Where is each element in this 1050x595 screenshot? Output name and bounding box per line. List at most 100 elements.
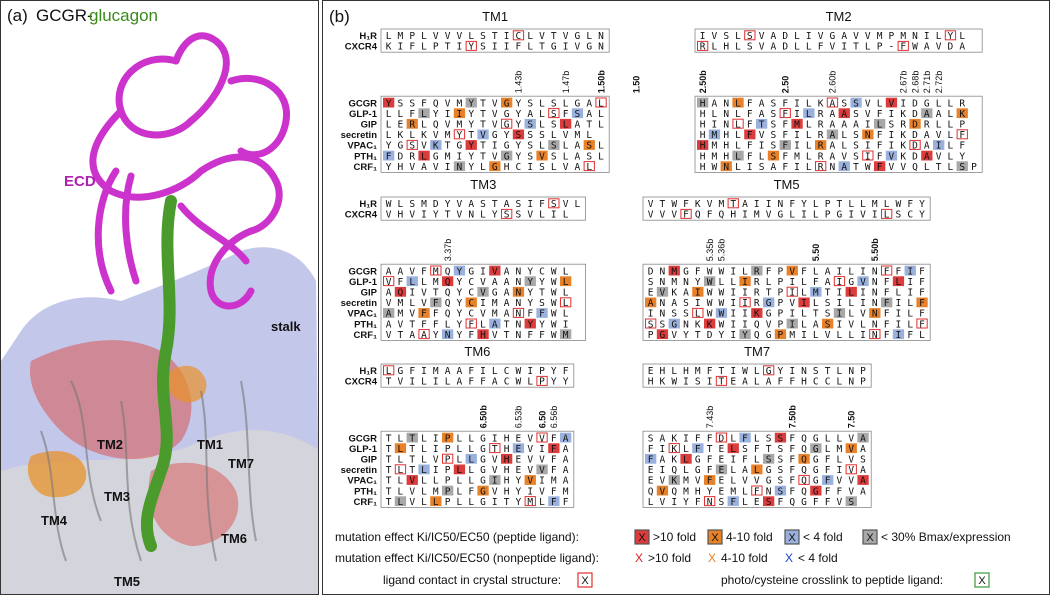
residue-highlight [810, 286, 822, 297]
residue: A [492, 377, 498, 388]
residue: T [409, 465, 415, 476]
residue: K [754, 309, 760, 320]
residue: F [516, 42, 522, 53]
residue: H [504, 486, 510, 497]
residue: M [492, 298, 498, 309]
residue: L [848, 309, 854, 320]
residue: A [586, 98, 592, 109]
residue: H [700, 120, 706, 131]
residue-highlight [786, 265, 798, 276]
contact-box [826, 97, 839, 108]
residue: V [707, 199, 713, 210]
row-name: GLP-1 [349, 444, 378, 455]
residue: I [527, 199, 533, 210]
residue: Y [919, 199, 925, 210]
residue: L [837, 330, 843, 341]
residue: L [433, 497, 439, 508]
residue: F [539, 330, 545, 341]
contact-box [944, 30, 957, 41]
residue: G [671, 319, 677, 330]
residue: V [837, 476, 843, 487]
residue: H [730, 210, 736, 221]
residue: V [539, 31, 545, 42]
residue: A [853, 120, 859, 131]
residue: L [948, 98, 954, 109]
residue: F [747, 98, 753, 109]
residue: W [707, 309, 713, 320]
residue: A [563, 465, 569, 476]
residue: V [848, 486, 854, 497]
residue: C [539, 266, 545, 277]
residue: A [766, 377, 772, 388]
residue: K [695, 199, 701, 210]
residue: A [660, 455, 666, 466]
residue: V [563, 199, 569, 210]
residue-highlight [857, 276, 869, 287]
residue: R [959, 98, 965, 109]
residue: T [825, 366, 831, 377]
contact-box [763, 365, 775, 376]
residue: V [433, 455, 439, 466]
residue: V [433, 130, 439, 141]
residue: T [409, 444, 415, 455]
residue: V [539, 486, 545, 497]
residue: N [723, 109, 729, 120]
residue: F [884, 266, 890, 277]
residue: G [813, 476, 819, 487]
residue: E [719, 486, 725, 497]
residue: A [575, 162, 581, 173]
residue: I [409, 288, 415, 299]
residue: I [742, 319, 748, 330]
residue: F [907, 199, 913, 210]
residue: L [877, 98, 883, 109]
contact-box [430, 265, 442, 276]
contact-box [881, 265, 893, 276]
residue: S [766, 433, 772, 444]
residue: N [801, 366, 807, 377]
top-frame [642, 363, 872, 388]
residue: A [386, 319, 392, 330]
residue: F [896, 266, 902, 277]
residue: V [445, 98, 451, 109]
residue: L [730, 444, 736, 455]
residue: A [445, 366, 451, 377]
residue: I [480, 366, 486, 377]
residue: W [551, 298, 557, 309]
residue: L [735, 42, 741, 53]
residue-highlight [501, 97, 513, 108]
residue: L [806, 130, 812, 141]
residue: V [457, 210, 463, 221]
row-name: CXCR4 [345, 210, 378, 221]
residue: L [896, 288, 902, 299]
legend-lt4: < 4 fold [803, 530, 843, 544]
residue: V [766, 319, 772, 330]
residue: V [409, 486, 415, 497]
residue: L [896, 277, 902, 288]
residue: T [445, 42, 451, 53]
contact-box [744, 30, 756, 41]
residue: L [806, 162, 812, 173]
residue: Y [948, 31, 954, 42]
residue-highlight [512, 443, 525, 454]
residue-highlight [822, 318, 834, 329]
residue: H [504, 162, 510, 173]
residue: R [754, 298, 760, 309]
residue: V [563, 162, 569, 173]
residue: R [818, 120, 824, 131]
residue: L [919, 330, 925, 341]
row-name: GLP-1 [349, 277, 378, 288]
block-title-tm6: TM6 [464, 344, 490, 359]
residue: W [719, 309, 725, 320]
residue: G [480, 476, 486, 487]
panel-b-label: (b) [329, 7, 350, 26]
residue-highlight [774, 329, 787, 340]
residue: D [912, 120, 918, 131]
residue: N [660, 277, 666, 288]
position-mark: 6.50b [478, 405, 488, 429]
residue: F [468, 366, 474, 377]
residue: V [492, 98, 498, 109]
residue: G [480, 465, 486, 476]
residue: L [539, 210, 545, 221]
residue: K [695, 319, 701, 330]
residue: L [457, 465, 463, 476]
